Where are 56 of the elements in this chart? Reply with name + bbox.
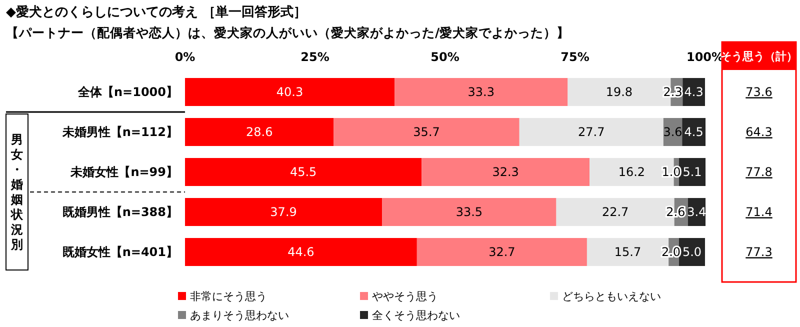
text: 64.3 — [746, 125, 772, 140]
bar — [382, 198, 556, 226]
legend-label: 非常にそう思う — [190, 290, 267, 303]
legend-label: あまりそう思わない — [190, 308, 289, 322]
data-label: 40.3 — [276, 85, 304, 100]
bar — [682, 78, 705, 106]
bar — [519, 118, 664, 146]
text: 77.8 — [746, 165, 772, 180]
legend-label: どちらともいえない — [562, 290, 661, 303]
legend-label: 全くそう思わない — [372, 308, 460, 322]
data-label: 33.3 — [468, 85, 494, 100]
bar — [185, 158, 422, 186]
data-label: 37.9 — [270, 205, 297, 220]
x-tick-label: 25% — [300, 50, 330, 64]
data-label: 4.3 — [684, 85, 704, 100]
data-label: 32.3 — [492, 165, 519, 180]
x-tick-label: 0% — [174, 50, 196, 64]
bar — [394, 78, 568, 106]
y-tick-label: 既婚男性【n=388】 — [62, 204, 178, 219]
data-label: 15.7 — [614, 245, 642, 260]
bar — [682, 118, 706, 146]
chart-title: ◆愛犬とのくらしについての考え ［単一回答形式］ — [6, 4, 307, 20]
data-label: 19.8 — [606, 85, 633, 100]
bar — [422, 158, 590, 186]
data-label: 45.5 — [290, 165, 317, 180]
data-label: 35.7 — [413, 125, 440, 140]
bar — [185, 118, 334, 146]
y-tick-label: 未婚男性【n=112】 — [61, 124, 178, 139]
data-label: 5.1 — [682, 165, 702, 180]
text: 71.4 — [746, 205, 772, 220]
data-label: 33.5 — [456, 205, 483, 220]
data-label: 32.7 — [488, 245, 516, 260]
legend-label: ややそう思う — [372, 290, 438, 303]
y-tick-label: 全体【n=1000】 — [77, 84, 178, 99]
data-label: 16.2 — [618, 165, 646, 180]
x-tick-label: 75% — [560, 50, 590, 64]
data-label: 22.7 — [602, 205, 629, 220]
bar — [185, 198, 382, 226]
y-tick-label: 既婚女性【n=401】 — [62, 244, 178, 259]
bar — [185, 78, 395, 106]
text: 73.6 — [746, 85, 772, 100]
bar — [416, 238, 587, 266]
text: そう思う（計） — [720, 50, 798, 63]
data-label: 5.0 — [682, 245, 702, 260]
chart-subtitle: 【パートナー（配偶者や恋人）は、愛犬家の人がいい（愛犬家がよかった/愛犬家でよかった）】 — [6, 25, 570, 40]
x-tick-label: 50% — [430, 50, 460, 64]
data-label: 4.5 — [684, 125, 704, 140]
text: 男女・婚姻状況別 — [10, 132, 24, 252]
bar — [185, 238, 417, 266]
data-label: 3.6 — [663, 125, 682, 140]
data-label: 44.6 — [288, 245, 314, 260]
text: 77.3 — [746, 245, 772, 260]
data-label: 27.7 — [578, 125, 605, 140]
data-label: 28.6 — [246, 125, 273, 140]
bar — [334, 118, 520, 146]
y-tick-label: 未婚女性【n=99】 — [70, 164, 178, 179]
